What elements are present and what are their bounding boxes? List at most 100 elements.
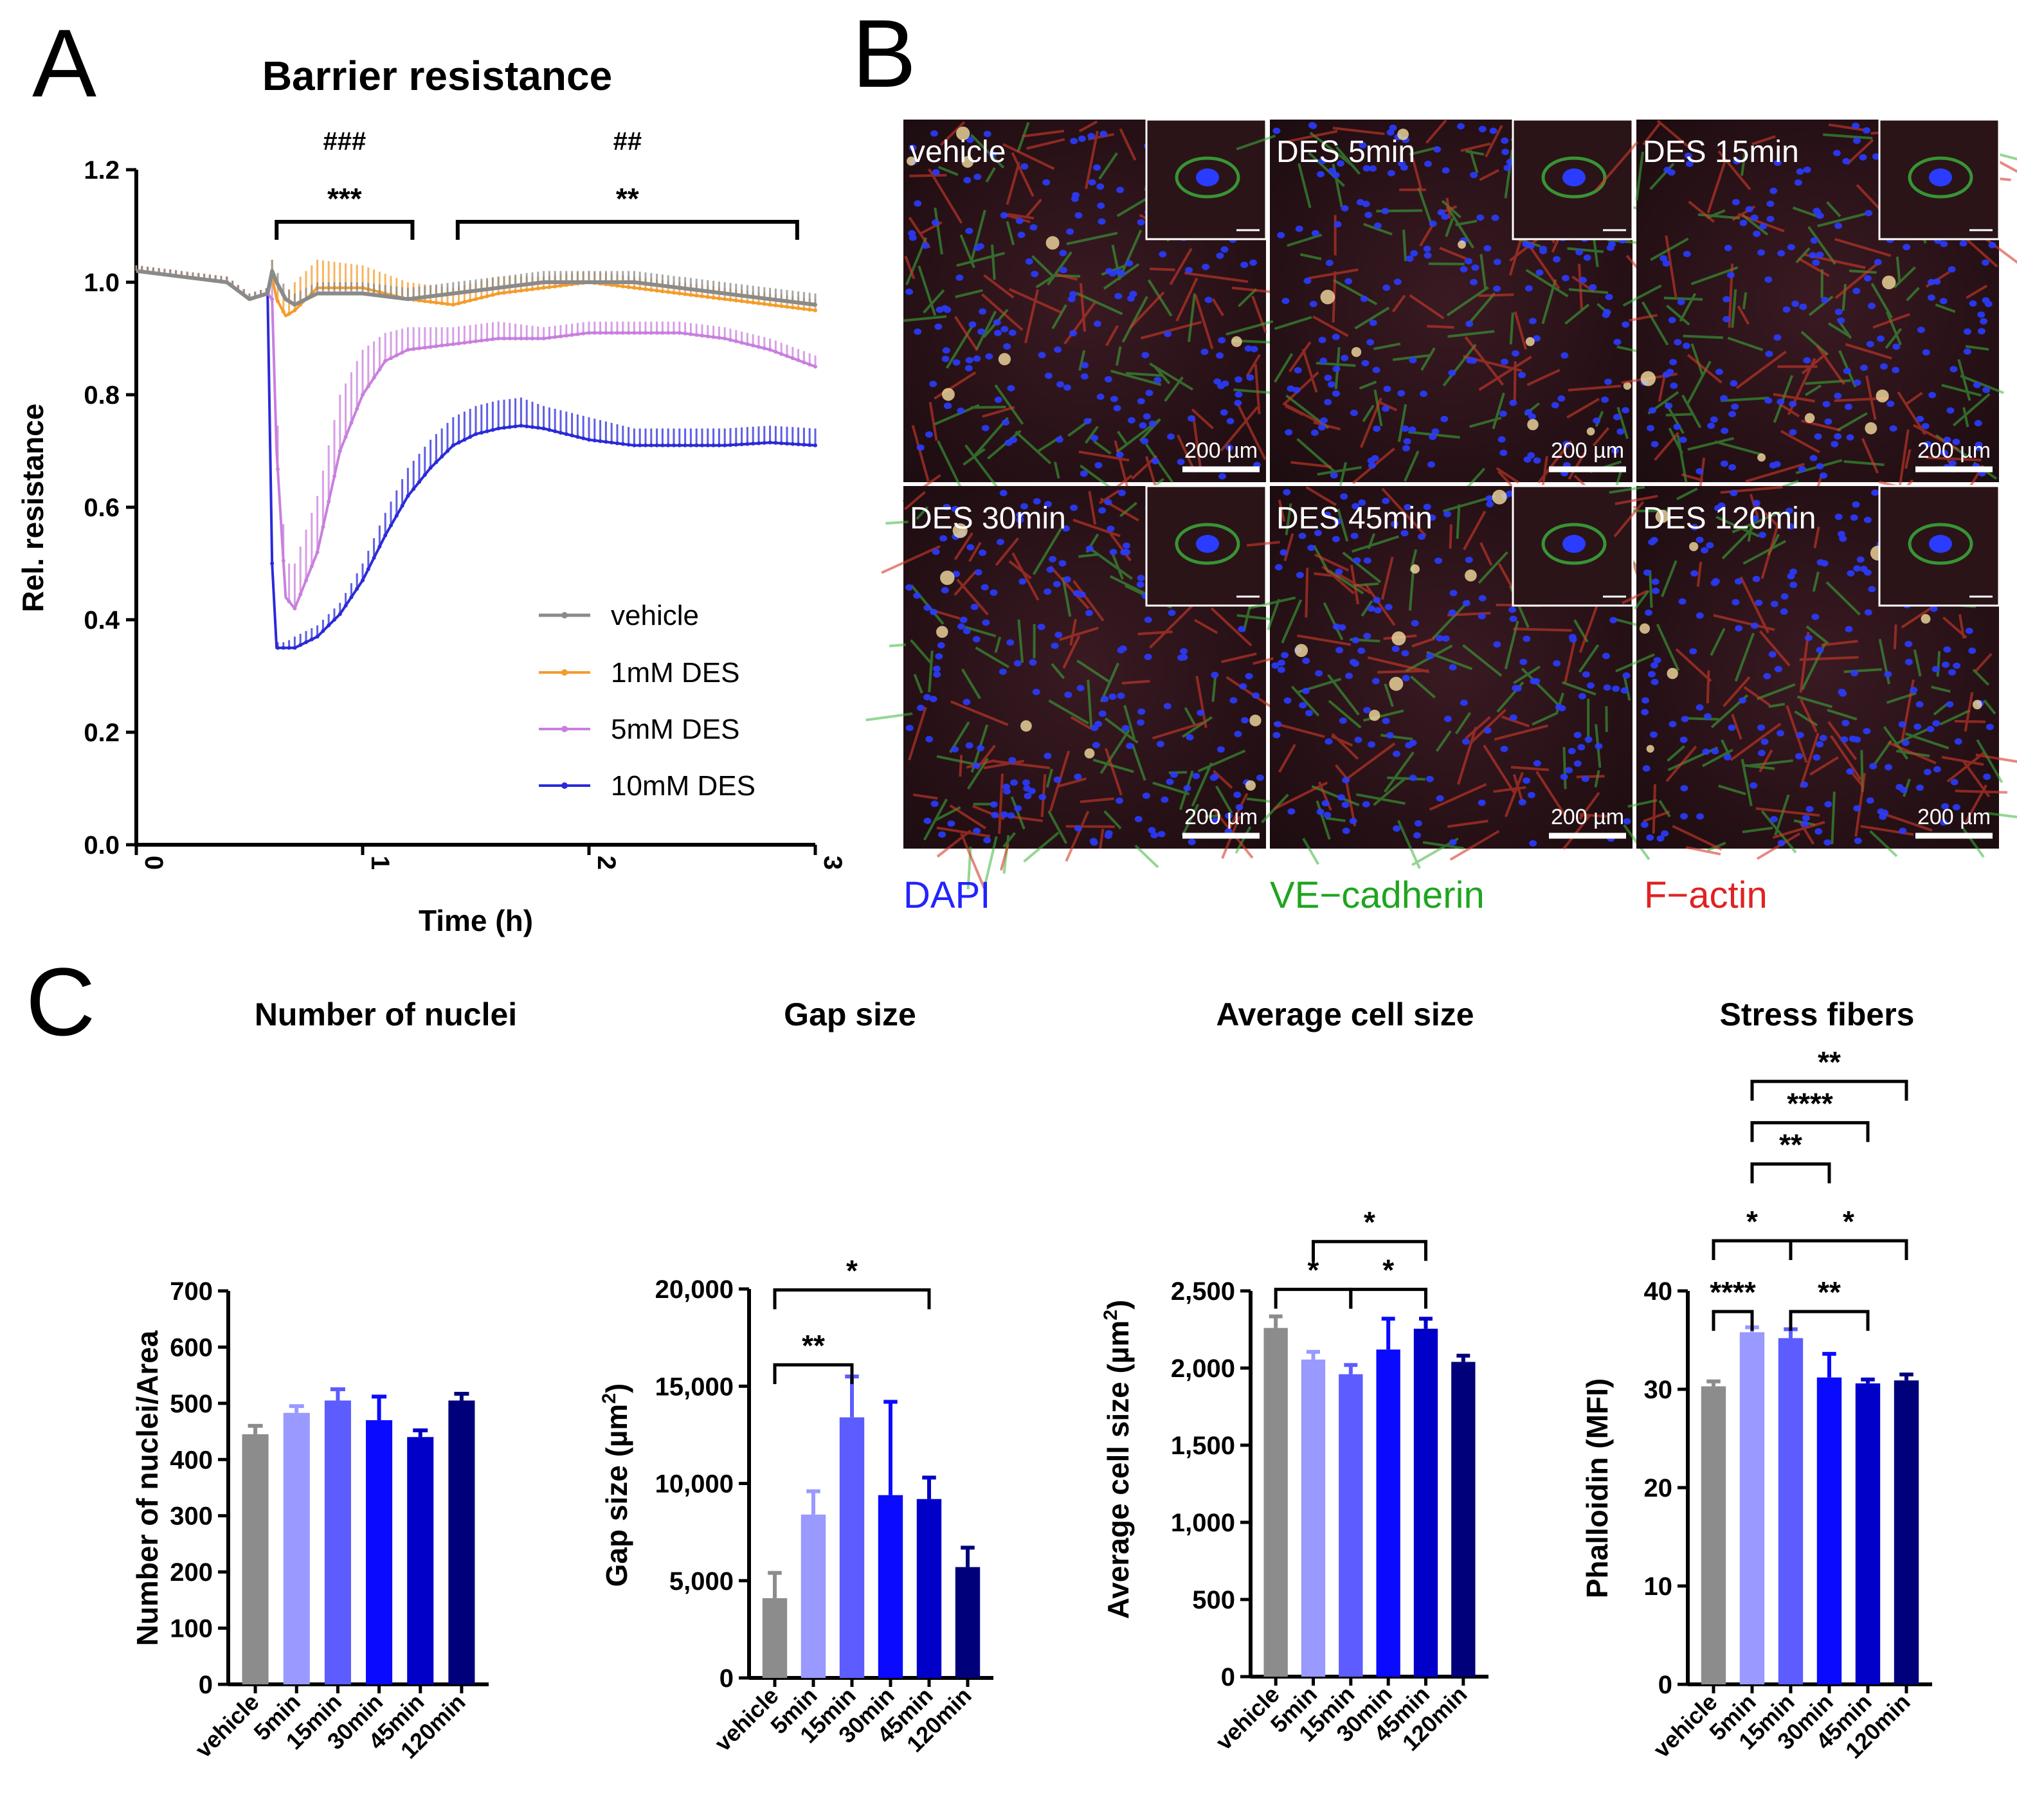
- point-1mm-des: [717, 296, 721, 301]
- point-vehicle: [428, 294, 433, 298]
- y-tick-label-a: 0.4: [84, 606, 120, 635]
- legend-label-10mm-des: 10mM DES: [611, 770, 755, 802]
- point-5mm-des: [536, 336, 540, 341]
- significance-bracket: [773, 1363, 854, 1384]
- point-10mm-des: [581, 436, 586, 440]
- point-10mm-des: [773, 440, 778, 445]
- point-1mm-des: [705, 295, 710, 299]
- point-10mm-des: [298, 643, 303, 647]
- point-10mm-des: [491, 428, 495, 432]
- panel-b-microscopy-grid: vehicle 200 µm DES 5min 200 µm DES 15min 200 …: [865, 118, 2017, 916]
- series-10mm-des: [135, 265, 817, 650]
- y-tick-label: 10,000: [655, 1470, 734, 1499]
- point-vehicle: [474, 289, 478, 293]
- point-1mm-des: [655, 289, 659, 293]
- point-1mm-des: [649, 288, 653, 292]
- point-vehicle: [773, 298, 778, 302]
- bar-15min: [839, 1417, 865, 1678]
- point-5mm-des: [338, 449, 342, 453]
- significance-stars-a: **: [616, 182, 639, 215]
- significance-label: **: [1779, 1128, 1802, 1162]
- point-1mm-des: [683, 292, 687, 296]
- point-vehicle: [530, 282, 534, 286]
- point-1mm-des: [802, 307, 806, 311]
- x-tick-label-a: 1: [366, 856, 394, 870]
- point-vehicle: [343, 291, 348, 296]
- point-10mm-des: [598, 439, 602, 444]
- point-10mm-des: [785, 442, 789, 446]
- point-1mm-des: [773, 303, 778, 308]
- point-5mm-des: [400, 350, 404, 355]
- bar-chart-number-of-nuclei: Number of nuclei Number of nuclei/Area 0…: [131, 996, 517, 1763]
- point-10mm-des: [502, 426, 506, 430]
- significance-bracket: [773, 1288, 931, 1310]
- point-vehicle: [802, 301, 806, 305]
- bright-spot: [1020, 720, 1032, 732]
- point-5mm-des: [361, 393, 365, 397]
- point-1mm-des: [434, 300, 439, 305]
- point-5mm-des: [644, 330, 647, 335]
- point-10mm-des: [694, 443, 699, 447]
- point-10mm-des: [677, 443, 682, 447]
- point-1mm-des: [519, 289, 523, 293]
- bright-spot: [1667, 667, 1678, 680]
- point-5mm-des: [372, 375, 376, 380]
- point-10mm-des: [802, 442, 806, 447]
- point-1mm-des: [666, 290, 671, 294]
- bright-spot: [1881, 275, 1896, 290]
- point-10mm-des: [417, 480, 421, 484]
- bright-spot: [1294, 644, 1308, 657]
- point-1mm-des: [281, 309, 285, 314]
- error-bars-10mm-des: [135, 265, 817, 648]
- bar-vehicle: [1701, 1386, 1726, 1684]
- point-1mm-des: [451, 303, 455, 307]
- point-5mm-des: [615, 330, 619, 335]
- y-tick-label: 1,000: [1171, 1509, 1235, 1537]
- bright-spot: [1045, 236, 1060, 250]
- point-vehicle: [711, 290, 716, 294]
- point-vehicle: [298, 300, 303, 304]
- ve-cadherin-signal: [1609, 485, 2017, 858]
- bright-spot: [1804, 413, 1815, 424]
- point-1mm-des: [689, 293, 693, 297]
- point-5mm-des: [513, 336, 518, 341]
- point-10mm-des: [366, 567, 370, 572]
- point-vehicle: [315, 291, 320, 296]
- x-tick-label-a: 2: [592, 856, 620, 870]
- inset-cell-outline: [1541, 156, 1607, 199]
- point-5mm-des: [581, 331, 586, 336]
- point-vehicle: [304, 297, 308, 302]
- point-5mm-des: [406, 348, 410, 352]
- bright-spot: [1757, 453, 1766, 462]
- point-10mm-des: [610, 440, 614, 445]
- point-5mm-des: [366, 384, 370, 388]
- point-5mm-des: [541, 336, 546, 341]
- point-5mm-des: [711, 335, 716, 339]
- microscopy-tiles: vehicle 200 µm DES 5min 200 µm DES 15min 200 …: [865, 118, 2017, 890]
- point-10mm-des: [343, 604, 348, 608]
- point-1mm-des: [751, 300, 755, 305]
- point-1mm-des: [496, 291, 501, 296]
- tile-label-des-5min: DES 5min: [1276, 135, 1415, 169]
- bright-spot: [1921, 614, 1931, 624]
- panel-letter-a: A: [32, 9, 96, 117]
- y-tick-label-a: 1.0: [84, 269, 120, 297]
- point-5mm-des: [757, 345, 761, 349]
- point-10mm-des: [479, 431, 484, 435]
- y-tick-label: 2,500: [1171, 1277, 1235, 1306]
- y-tick-label: 30: [1644, 1376, 1673, 1404]
- point-vehicle: [575, 280, 580, 284]
- bright-spot: [1245, 780, 1256, 791]
- point-vehicle: [389, 295, 393, 299]
- point-10mm-des: [276, 645, 280, 650]
- bar-120min: [955, 1567, 981, 1678]
- scale-bar-label: 200 µm: [1917, 438, 1991, 463]
- point-5mm-des: [745, 342, 750, 347]
- point-vehicle: [655, 283, 659, 287]
- point-5mm-des: [587, 330, 591, 335]
- point-10mm-des: [530, 425, 534, 429]
- significance-group-a: *** ### ** ##: [275, 127, 799, 240]
- significance-bracket: [1750, 1121, 1870, 1142]
- point-10mm-des: [553, 429, 557, 433]
- point-5mm-des: [451, 342, 455, 347]
